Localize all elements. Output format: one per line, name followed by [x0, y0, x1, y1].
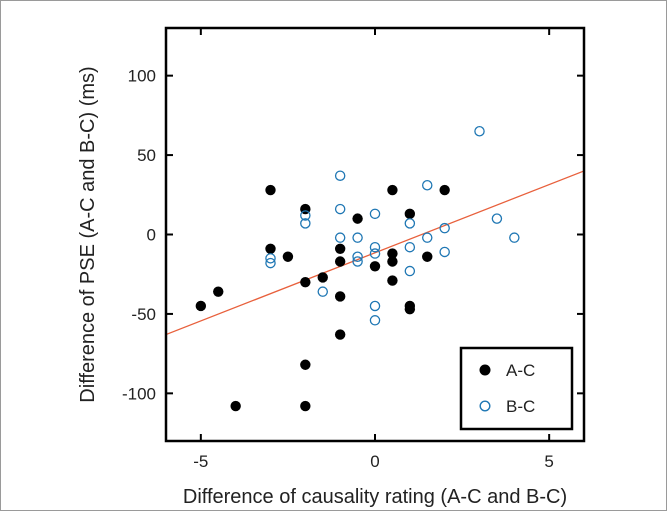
data-point [404, 241, 416, 253]
data-point [491, 213, 503, 224]
legend-label-a-c: A-C [506, 361, 535, 380]
x-tick-label: -5 [193, 452, 208, 471]
data-point [213, 286, 224, 297]
data-point [300, 400, 311, 412]
legend-label-b-c: B-C [506, 397, 535, 416]
data-point [404, 218, 416, 229]
y-axis-label: Difference of PSE (A-C and B-C) (ms) [77, 66, 99, 402]
y-tick-label: -50 [131, 305, 156, 324]
data-point [439, 222, 450, 234]
data-point [369, 300, 381, 312]
data-point [422, 251, 433, 262]
data-point [300, 210, 311, 221]
x-tick-label: 5 [544, 452, 553, 471]
x-tick-label: 0 [370, 452, 379, 471]
data-point [334, 203, 346, 215]
data-point [404, 303, 416, 315]
y-tick-label: -100 [122, 384, 156, 403]
data-point [421, 180, 433, 191]
data-point [387, 248, 398, 259]
data-point [404, 265, 416, 277]
data-point [334, 329, 346, 340]
data-point [265, 184, 276, 196]
y-tick-label: 50 [137, 146, 156, 165]
data-point [352, 232, 363, 243]
series-b-c [265, 126, 520, 326]
plot-area [166, 126, 584, 412]
legend-marker-a-c [479, 364, 491, 376]
y-tick-label: 0 [147, 226, 156, 245]
y-tick-label: 100 [128, 67, 156, 86]
data-point [300, 359, 311, 370]
legend-box [459, 346, 574, 431]
data-point [334, 291, 346, 302]
data-point [300, 276, 311, 288]
data-point [334, 256, 346, 267]
data-point [387, 184, 398, 196]
data-point [195, 300, 207, 312]
data-point [387, 275, 398, 286]
data-point [230, 400, 241, 412]
data-point [265, 257, 276, 269]
data-point [334, 232, 346, 243]
data-point [334, 170, 346, 181]
regression-line [166, 170, 584, 336]
data-point [352, 213, 363, 224]
legend: A-C B-C [459, 346, 574, 431]
x-axis-label: Difference of causality rating (A-C and … [183, 486, 567, 508]
data-point [439, 246, 450, 258]
data-point [334, 243, 346, 254]
data-point [369, 208, 381, 220]
data-point [404, 208, 416, 220]
data-point [317, 272, 328, 283]
data-point [369, 248, 381, 259]
data-point [421, 232, 433, 243]
series-a-c [195, 184, 450, 412]
data-point [509, 232, 520, 243]
data-point [352, 251, 363, 262]
data-point [265, 253, 276, 264]
data-point [474, 126, 485, 137]
legend-marker-b-c [479, 400, 491, 412]
data-point [369, 315, 381, 326]
data-point [352, 256, 363, 267]
data-point [317, 286, 328, 297]
data-point [300, 218, 311, 229]
data-point [387, 256, 398, 267]
data-point [439, 184, 450, 196]
data-point [369, 261, 381, 272]
data-point [282, 251, 294, 262]
data-point [369, 241, 381, 253]
data-point [265, 243, 276, 254]
